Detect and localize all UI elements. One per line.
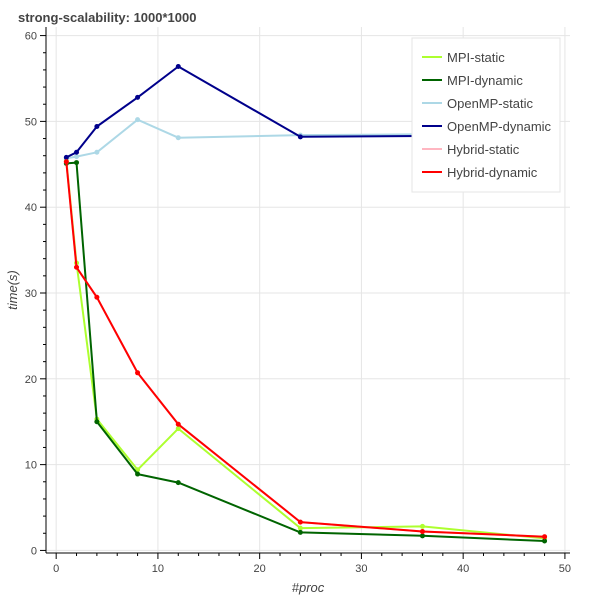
data-point-hybrid-dynamic-0 [63,159,69,165]
x-tick-label-3: 30 [355,563,367,575]
data-point-mpi-dynamic-6 [419,533,425,539]
series-line-hybrid-static [65,161,545,538]
x-tick-label-4: 40 [457,563,469,575]
y-tick-label-3: 30 [25,288,37,300]
data-point-mpi-dynamic-7 [542,538,548,544]
x-tick-label-5: 50 [559,563,571,575]
x-tick-label-1: 10 [152,563,164,575]
series-line-openmp-dynamic [65,65,545,159]
x-tick-label-2: 20 [254,563,266,575]
legend: MPI-static MPI-dynamic OpenMP-static OpenMP… [411,37,561,193]
y-tick-label-0: 0 [31,545,37,557]
data-point-openmp-dynamic-5 [297,134,303,140]
data-point-mpi-dynamic-5 [297,529,303,535]
data-point-hybrid-dynamic-6 [419,529,425,535]
legend-label-mpi-dynamic: MPI-dynamic [447,73,523,88]
data-point-mpi-static-5 [297,525,303,531]
y-tick-label-6: 60 [25,31,37,43]
chart-title: strong-scalability: 1000*1000 [18,10,196,25]
data-point-openmp-static-2 [94,149,100,155]
legend-box [411,37,561,193]
data-point-hybrid-dynamic-2 [94,294,100,300]
data-point-openmp-dynamic-3 [135,94,141,100]
data-point-mpi-dynamic-1 [74,160,80,166]
series-line-hybrid-dynamic [65,161,545,538]
data-point-openmp-dynamic-4 [175,63,181,69]
x-axis-label: #proc [292,580,325,595]
data-point-mpi-static-6 [419,523,425,529]
grid-layer [46,27,570,553]
data-point-mpi-dynamic-4 [175,480,181,486]
series-layer [63,63,548,544]
y-tick-label-4: 40 [25,202,37,214]
data-point-openmp-dynamic-1 [74,149,80,155]
legend-label-hybrid-static: Hybrid-static [447,142,520,157]
series-line-mpi-dynamic [66,161,545,542]
series-line-openmp-static [66,118,545,160]
data-point-mpi-dynamic-3 [135,471,141,477]
axes-layer: 0 10 20 30 40 50 0 10 20 30 40 50 60 [25,27,571,575]
y-tick-label-1: 10 [25,460,37,472]
series-line-mpi-static [65,159,545,540]
data-point-openmp-static-1 [74,154,80,160]
legend-label-openmp-dynamic: OpenMP-dynamic [447,119,552,134]
y-tick-label-5: 50 [25,116,37,128]
y-tick-label-2: 20 [25,374,37,386]
data-point-mpi-dynamic-2 [94,419,100,425]
legend-label-hybrid-dynamic: Hybrid-dynamic [447,165,538,180]
data-point-mpi-static-4 [175,426,181,432]
y-axis-label: time(s) [5,270,20,310]
data-point-hybrid-dynamic-1 [74,264,80,270]
data-point-openmp-static-3 [135,117,141,123]
data-point-hybrid-dynamic-7 [542,534,548,540]
data-point-openmp-dynamic-2 [94,124,100,130]
data-point-hybrid-dynamic-3 [135,370,141,376]
data-point-openmp-static-4 [175,135,181,141]
legend-label-mpi-static: MPI-static [447,50,505,65]
data-point-hybrid-dynamic-4 [175,421,181,427]
data-point-openmp-dynamic-0 [63,154,69,160]
x-tick-label-0: 0 [53,563,59,575]
data-point-hybrid-dynamic-5 [297,519,303,525]
legend-label-openmp-static: OpenMP-static [447,96,533,111]
